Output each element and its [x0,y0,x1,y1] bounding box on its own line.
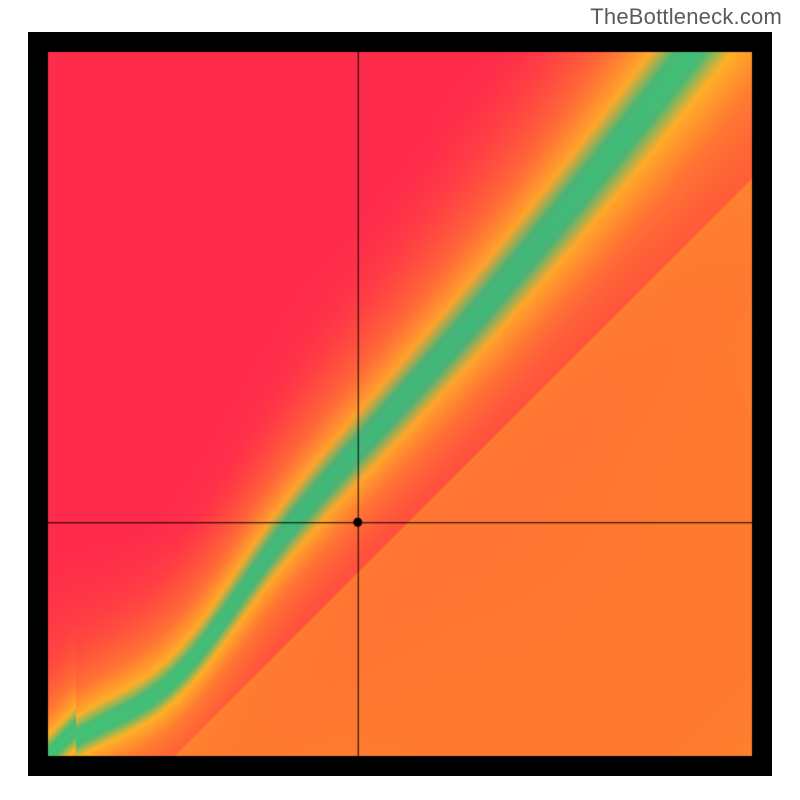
heatmap-canvas [28,32,772,776]
watermark-text: TheBottleneck.com [590,4,782,30]
chart-container: TheBottleneck.com [0,0,800,800]
plot-frame [28,32,772,776]
